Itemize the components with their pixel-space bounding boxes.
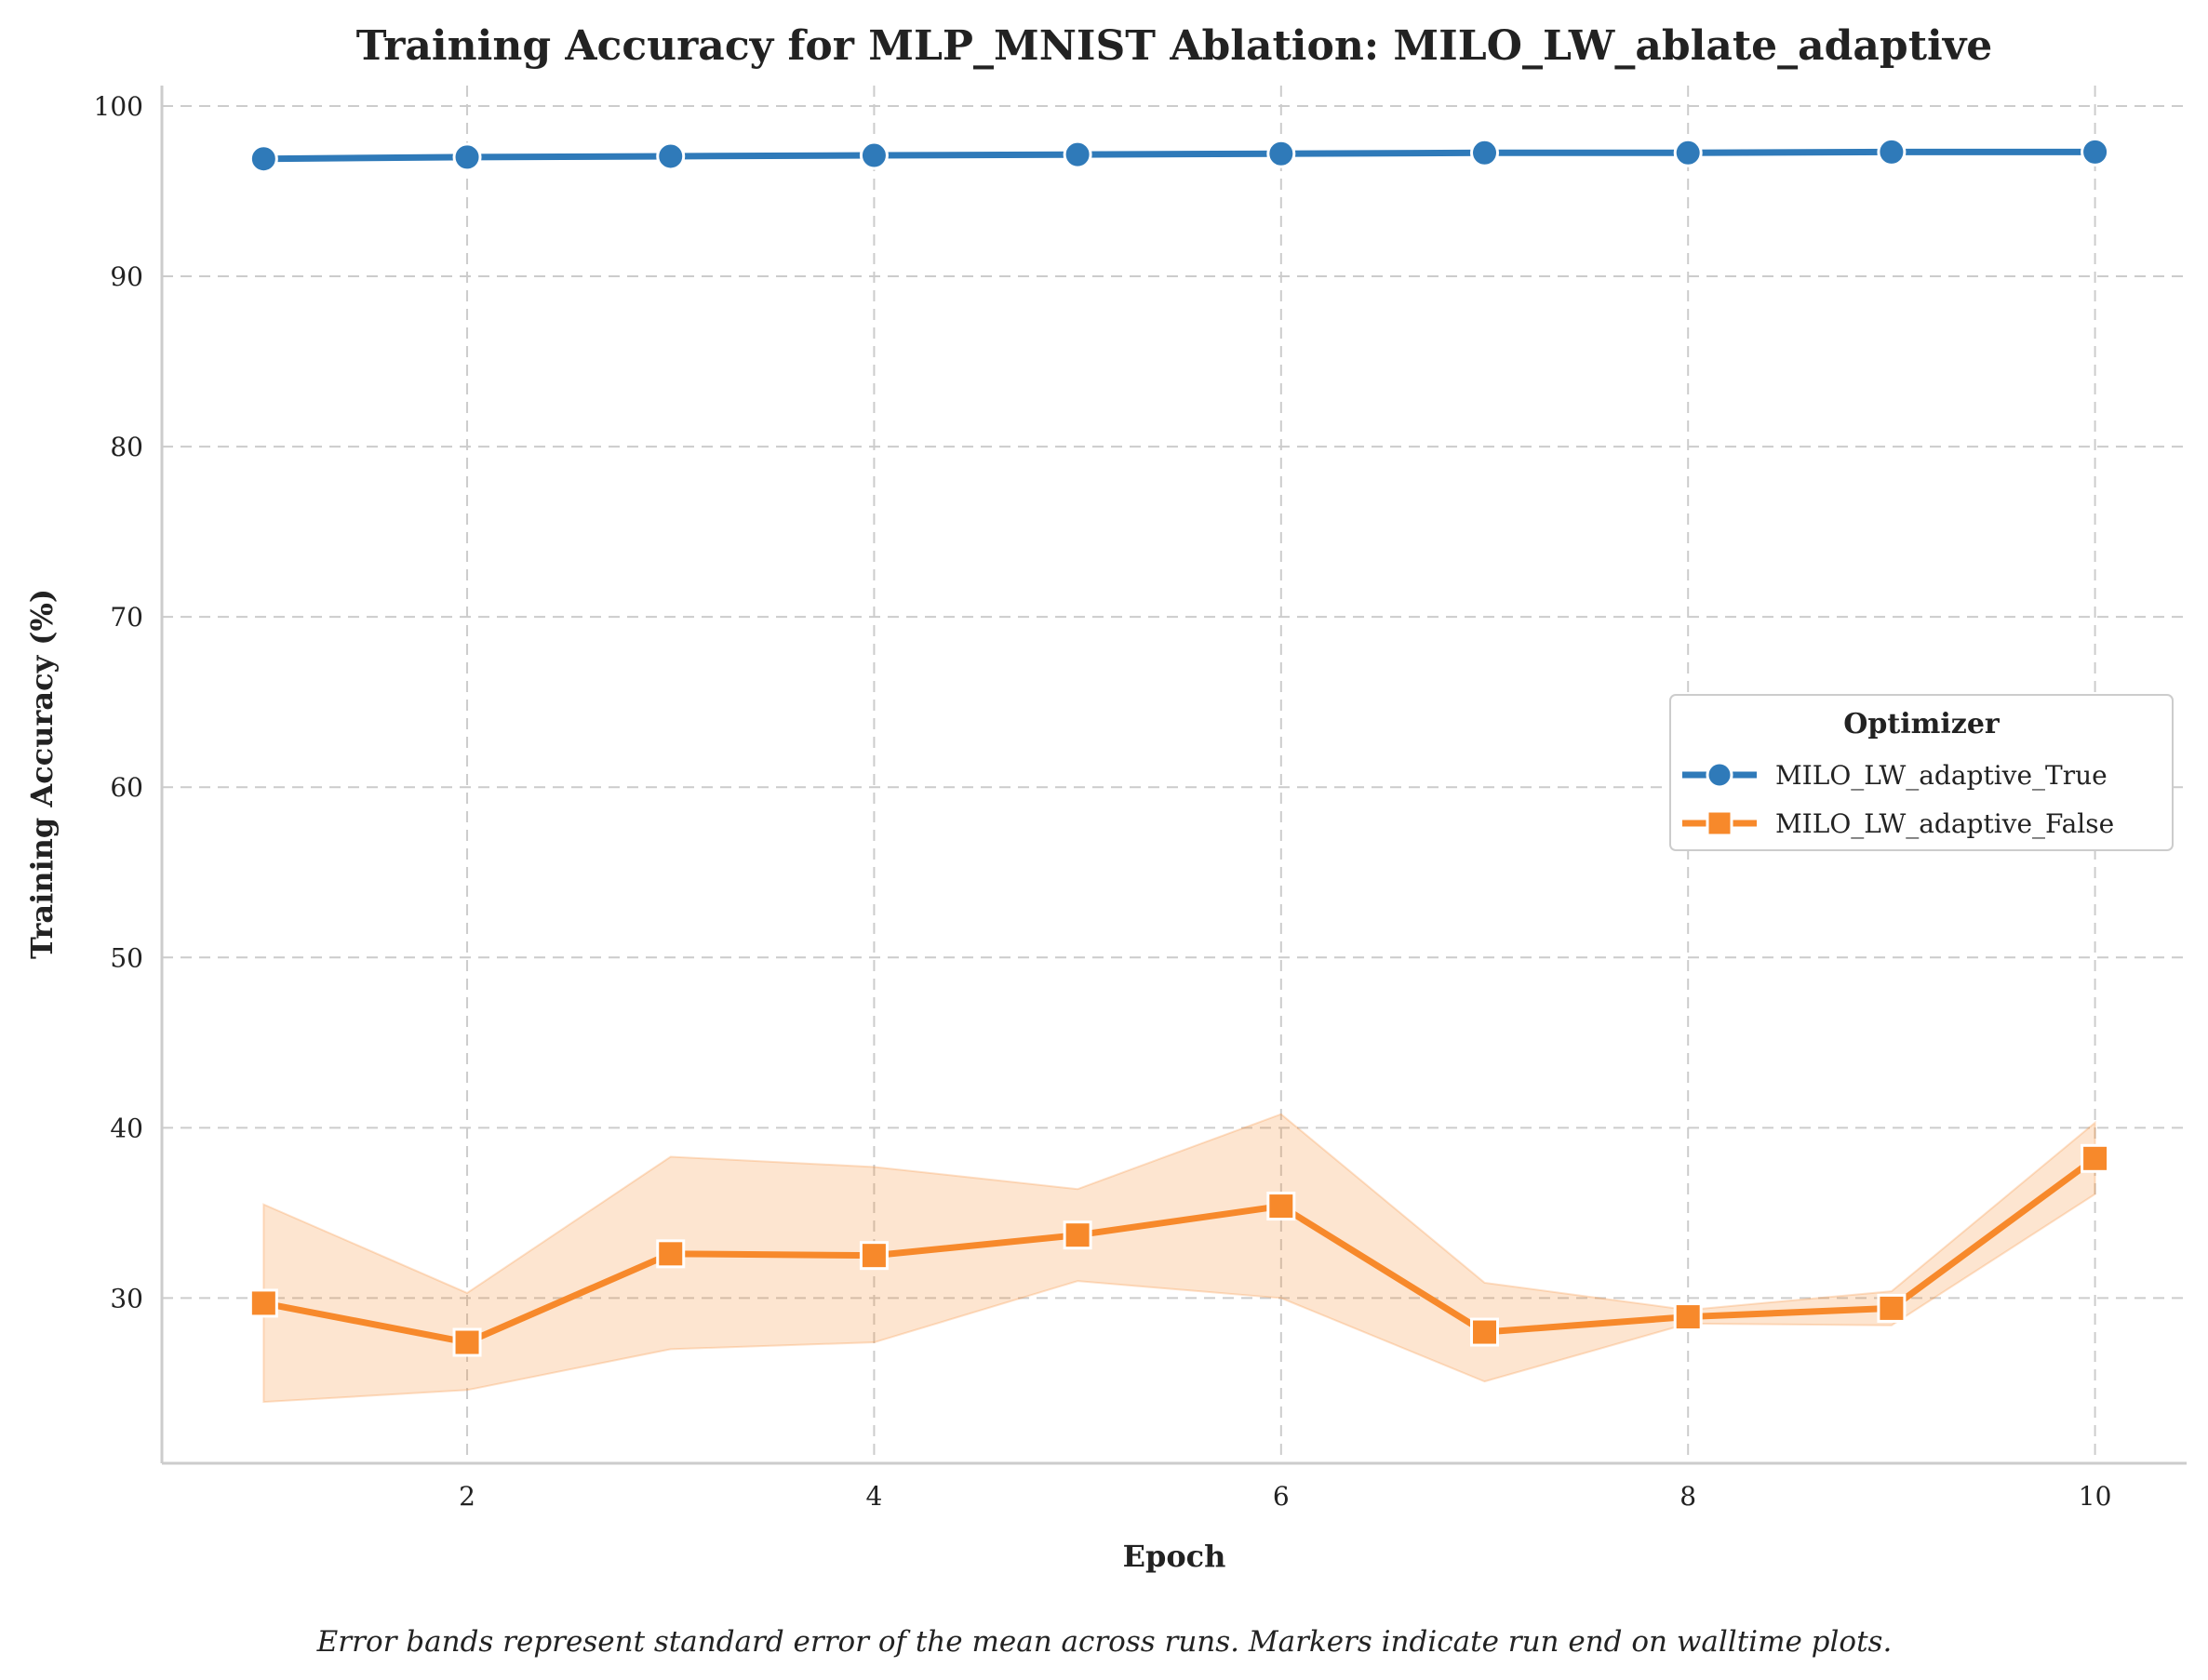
- milo-lw-adaptive-false-point: [656, 1239, 686, 1269]
- milo-lw-adaptive-false-point: [452, 1327, 482, 1357]
- axes: [160, 86, 2187, 1465]
- legend-box: [1669, 694, 2174, 851]
- x-tick-label: 10: [2079, 1481, 2112, 1512]
- y-tick-label: 50: [110, 942, 143, 973]
- legend-label-milo-lw-adaptive-false: MILO_LW_adaptive_False: [1775, 808, 2114, 839]
- milo-lw-adaptive-false-error-band: [262, 1113, 2096, 1404]
- milo-lw-adaptive-true-point: [1877, 137, 1907, 167]
- milo-lw-adaptive-false-point: [859, 1241, 889, 1271]
- y-tick-label: 80: [110, 432, 143, 462]
- milo-lw-adaptive-true-point: [2081, 137, 2110, 167]
- milo-lw-adaptive-false-point: [248, 1288, 278, 1318]
- milo-lw-adaptive-false-point: [1266, 1192, 1296, 1221]
- y-tick-label: 40: [110, 1113, 143, 1143]
- y-tick-label: 30: [110, 1283, 143, 1313]
- milo-lw-adaptive-false-point: [2081, 1143, 2110, 1173]
- y-tick-label: 90: [110, 261, 143, 292]
- grid: [162, 86, 2187, 1463]
- legend-entries: MILO_LW_adaptive_True MILO_LW_adaptive_Fa…: [1682, 760, 2114, 839]
- milo-lw-adaptive-true-point: [859, 140, 889, 170]
- y-tick-labels: 30 40 50 60 70 80 90 100: [94, 91, 143, 1313]
- chart-title: Training Accuracy for MLP_MNIST Ablation…: [356, 22, 1993, 70]
- series-lines: [260, 148, 2099, 1346]
- milo-lw-adaptive-true-point: [656, 141, 686, 171]
- milo-lw-adaptive-true-point: [452, 142, 482, 172]
- series-markers: [248, 137, 2110, 1357]
- milo-lw-adaptive-true-point: [1470, 138, 1500, 167]
- milo-lw-adaptive-true-point: [1063, 140, 1092, 169]
- x-axis-label: Epoch: [1123, 1539, 1226, 1574]
- x-tick-label: 6: [1273, 1481, 1290, 1512]
- chart-caption: Error bands represent standard error of …: [316, 1625, 1893, 1659]
- milo-lw-adaptive-false-line: [260, 1154, 2099, 1346]
- legend-label-milo-lw-adaptive-true: MILO_LW_adaptive_True: [1775, 760, 2108, 791]
- x-tick-labels: 2 4 6 8 10: [459, 1481, 2111, 1512]
- y-axis-label: Training Accuracy (%): [24, 589, 60, 959]
- milo-lw-adaptive-true-line: [260, 148, 2099, 163]
- x-tick-label: 8: [1679, 1481, 1696, 1512]
- legend-marker-milo-lw-adaptive-true: [1706, 761, 1733, 789]
- y-tick-label: 70: [110, 602, 143, 633]
- y-tick-label: 60: [110, 772, 143, 803]
- y-tick-label: 100: [94, 91, 143, 122]
- x-tick-label: 2: [459, 1481, 475, 1512]
- milo-lw-adaptive-true-point: [1673, 138, 1703, 167]
- milo-lw-adaptive-true-point: [248, 144, 278, 174]
- milo-lw-adaptive-false-point: [1877, 1293, 1907, 1323]
- x-tick-label: 4: [866, 1481, 883, 1512]
- legend-marker-milo-lw-adaptive-false: [1706, 809, 1733, 837]
- milo-lw-adaptive-false-point: [1673, 1302, 1703, 1332]
- milo-lw-adaptive-true-point: [1266, 139, 1296, 168]
- legend: Optimizer MILO_LW_adaptive_TrueMILO_LW_a…: [1669, 694, 2174, 851]
- legend-title: Optimizer: [1843, 708, 2001, 740]
- milo-lw-adaptive-false-point: [1470, 1317, 1500, 1347]
- milo-lw-adaptive-false-point: [1063, 1220, 1092, 1250]
